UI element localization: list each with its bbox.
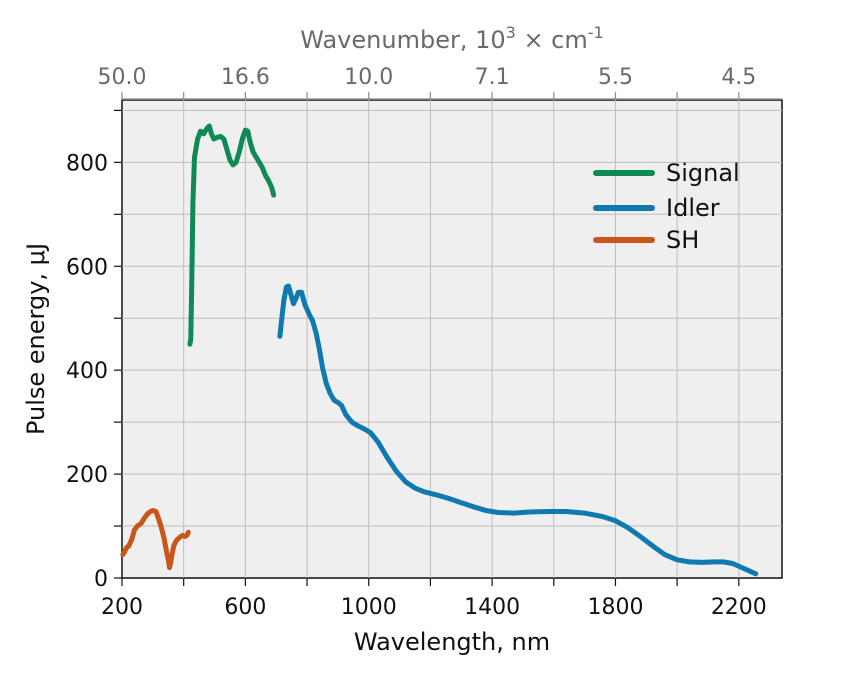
x-tick-label: 2200 — [711, 595, 767, 620]
legend-label-sh: SH — [666, 226, 699, 254]
top-tick-label: 4.5 — [721, 65, 756, 90]
x-axis-title: Wavelength, nm — [354, 628, 550, 656]
top-tick-label: 5.5 — [598, 65, 633, 90]
top-axis-title-sup2: -1 — [588, 23, 604, 42]
top-axis-title: Wavenumber, 103 × cm-1 — [300, 23, 603, 54]
x-tick-label: 1800 — [587, 595, 643, 620]
axis-ticks: 200 600 1000 1400 1800 2200 0 200 400 600 800 50.0 1… — [66, 65, 782, 620]
top-tick-label: 50.0 — [98, 65, 147, 90]
series-line-signal — [187, 123, 277, 347]
x-tick-label: 1400 — [464, 595, 520, 620]
x-tick-label: 200 — [101, 595, 143, 620]
y-tick-label: 400 — [66, 359, 108, 384]
legend: Signal Idler SH — [593, 159, 740, 254]
x-tick-label: 1000 — [341, 595, 397, 620]
legend-label-signal: Signal — [666, 159, 740, 187]
y-tick-label: 200 — [66, 463, 108, 488]
top-axis-title-sup1: 3 — [506, 23, 516, 42]
y-tick-label: 0 — [94, 567, 108, 592]
x-tick-label: 600 — [224, 595, 266, 620]
top-tick-label: 10.0 — [344, 65, 393, 90]
top-tick-label: 16.6 — [221, 65, 270, 90]
legend-label-idler: Idler — [666, 194, 720, 222]
data-series — [120, 123, 759, 577]
top-axis-title-prefix: Wavenumber, 10 — [300, 26, 505, 54]
y-axis-title: Pulse energy, μJ — [22, 243, 50, 435]
y-tick-label: 800 — [66, 151, 108, 176]
top-tick-label: 7.1 — [475, 65, 510, 90]
series-line-sh — [120, 508, 191, 571]
series-line-idler — [277, 283, 759, 577]
top-axis-title-mid: × cm — [516, 26, 588, 54]
y-tick-label: 600 — [66, 255, 108, 280]
